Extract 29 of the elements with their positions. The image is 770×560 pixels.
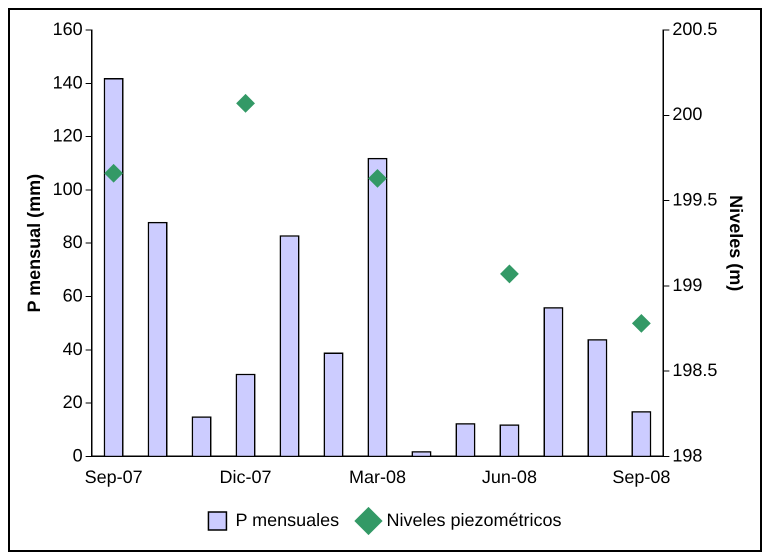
y-tick-label: 0 (72, 445, 83, 466)
x-tick-label: Dic-07 (220, 467, 272, 488)
y2-tick-label: 200 (672, 104, 702, 124)
y2-axis-title: Niveles (m) (726, 195, 746, 292)
y-tick-label: 80 (62, 232, 83, 252)
y2-tick-label: 199.5 (672, 190, 718, 210)
x-tick-label: Jun-08 (482, 467, 537, 488)
y2-tick-label: 199 (672, 274, 702, 295)
x-tick-label: Sep-07 (84, 467, 143, 488)
legend-label: Niveles piezométricos (386, 510, 562, 530)
y2-tick-label: 200.5 (672, 18, 718, 39)
point (104, 164, 123, 182)
point (236, 94, 255, 112)
x-tick-label: Mar-08 (348, 467, 406, 488)
y2-tick-label: 198 (672, 445, 702, 466)
y2-tick-label: 198.5 (672, 360, 718, 380)
y-axis-title: P mensual (mm) (24, 174, 44, 313)
y-tick-label: 140 (52, 72, 83, 92)
y-tick-label: 20 (62, 392, 83, 412)
y-tick-label: 40 (62, 338, 83, 359)
y-tick-label: 100 (52, 178, 83, 199)
point (500, 264, 518, 283)
y-tick-label: 60 (62, 285, 83, 306)
point (632, 314, 650, 332)
x-tick-label: Sep-08 (612, 467, 670, 488)
y-tick-label: 120 (52, 126, 83, 146)
y-tick-label: 160 (52, 18, 83, 39)
point (368, 169, 386, 188)
legend-label: P mensuales (235, 510, 340, 530)
